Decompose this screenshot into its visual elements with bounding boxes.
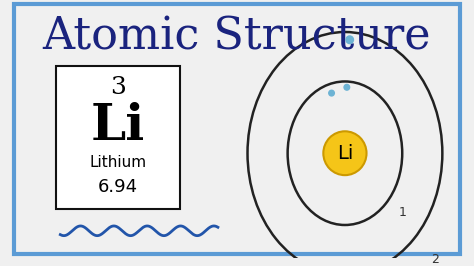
Text: 2: 2 [431,253,439,266]
Text: 3: 3 [109,76,126,99]
Circle shape [323,131,366,175]
Circle shape [344,84,350,90]
Circle shape [329,90,334,96]
Circle shape [346,36,354,44]
Text: 1: 1 [399,206,406,219]
Text: Atomic Structure: Atomic Structure [43,15,431,59]
Text: Li: Li [91,102,145,151]
Text: Li: Li [337,144,353,163]
Text: Lithium: Lithium [89,155,146,171]
Text: 6.94: 6.94 [98,178,137,196]
Bar [55,66,180,209]
